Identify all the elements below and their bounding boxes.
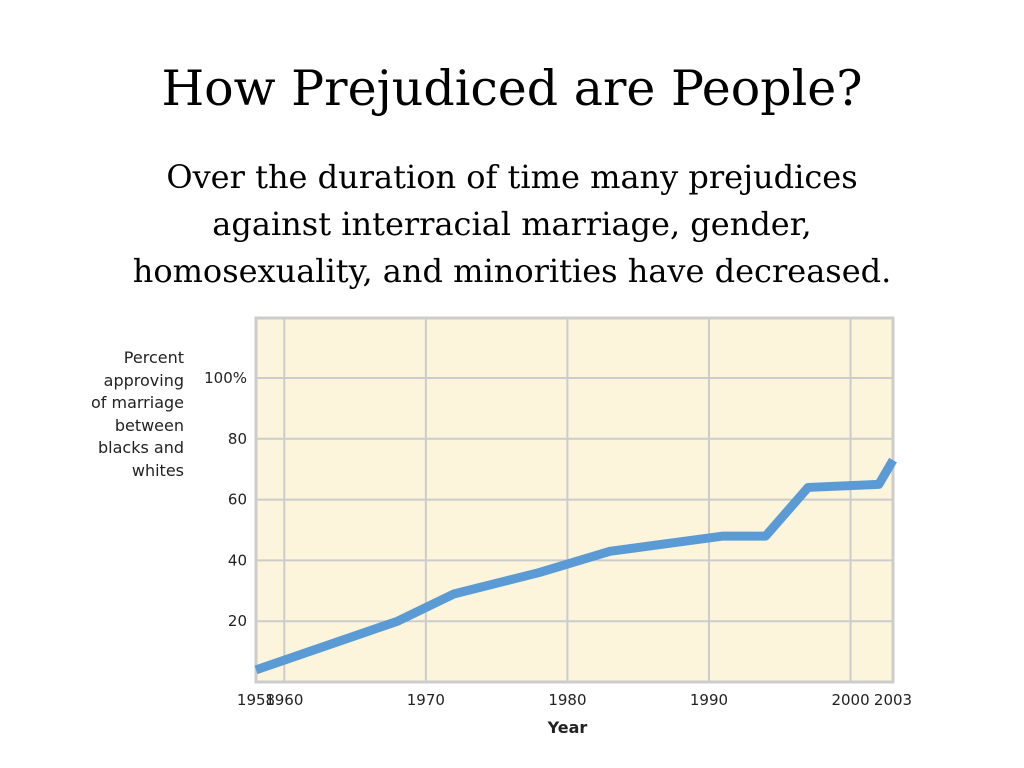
y-axis-label-line: of marriage	[90, 393, 184, 413]
slide-title: How Prejudiced are People?	[161, 60, 863, 117]
y-axis-label-line: blacks and	[98, 438, 184, 458]
x-tick-label: 1980	[548, 691, 586, 709]
y-axis-label-line: approving	[103, 370, 184, 390]
slide-subtitle: Over the duration of time many prejudice…	[60, 154, 964, 295]
x-tick-label: 2000	[831, 691, 869, 709]
y-tick-label: 40	[228, 551, 247, 569]
series-line	[254, 457, 897, 675]
subtitle-line: homosexuality, and minorities have decre…	[132, 252, 892, 290]
y-axis-label-line: whites	[131, 460, 184, 480]
x-axis-label: Year	[547, 718, 588, 737]
y-tick-label: 100%	[204, 369, 247, 387]
y-axis-label-line: between	[114, 415, 184, 435]
x-tick-label: 1960	[265, 691, 303, 709]
x-tick-label: 2003	[874, 691, 912, 709]
y-tick-label: 20	[228, 612, 247, 630]
x-tick-label: 1958	[237, 691, 275, 709]
y-tick-label: 80	[228, 430, 247, 448]
subtitle-line: against interracial marriage, gender,	[212, 205, 812, 243]
x-tick-label: 1970	[407, 691, 445, 709]
plot-border	[254, 316, 895, 684]
y-axis-label-line: Percent	[123, 348, 184, 367]
y-axis-label: Percent approving of marriage between bl…	[62, 347, 184, 483]
x-tick-label: 1990	[690, 691, 728, 709]
subtitle-line: Over the duration of time many prejudice…	[166, 158, 858, 196]
y-tick-label: 60	[228, 491, 247, 509]
